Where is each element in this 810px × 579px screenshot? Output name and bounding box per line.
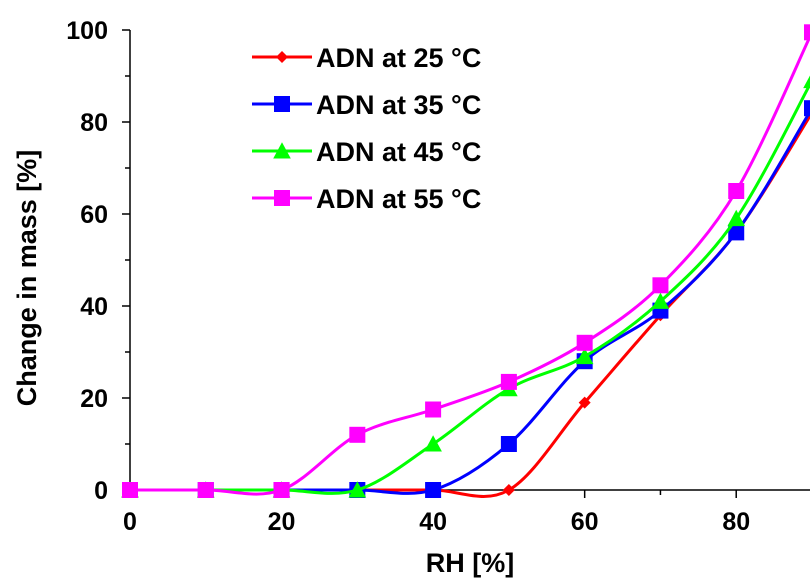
- y-tick-label: 60: [80, 201, 108, 229]
- y-tick-label: 100: [66, 17, 108, 45]
- data-point: [578, 396, 591, 409]
- y-tick-label: 40: [80, 293, 108, 321]
- data-point: [803, 75, 810, 89]
- data-point: [728, 224, 745, 241]
- legend-entry: ADN at 25 °C: [252, 43, 481, 73]
- data-point: [424, 435, 442, 452]
- y-tick-label: 20: [80, 385, 108, 413]
- legend-swatch-marker: [274, 96, 290, 112]
- legend-label: ADN at 45 °C: [316, 137, 481, 167]
- data-point: [728, 183, 745, 199]
- series-line: [130, 113, 810, 498]
- data-point: [804, 100, 810, 117]
- legend-entry: ADN at 35 °C: [252, 90, 481, 120]
- legend: ADN at 25 °C ADN at 35 °C ADN at 45 °C ADN …: [252, 43, 481, 214]
- data-point: [727, 209, 746, 227]
- data-point: [273, 482, 290, 498]
- y-tick-label: 0: [94, 477, 108, 505]
- data-point: [575, 347, 594, 365]
- data-point: [197, 482, 214, 498]
- y-tick-label: 80: [80, 109, 108, 137]
- data-point: [576, 334, 593, 351]
- legend-swatch-marker: [274, 190, 290, 206]
- series-layer: [121, 24, 810, 498]
- legend-swatch-marker: [273, 142, 291, 159]
- data-point: [500, 436, 517, 452]
- legend-label: ADN at 55 °C: [316, 184, 481, 214]
- axes: 0 20 40 60 80 100 0 20 40 60 80: [66, 17, 810, 536]
- data-point: [348, 481, 367, 498]
- x-tick-label: 20: [268, 508, 296, 536]
- data-point: [652, 277, 669, 294]
- x-tick-label: 0: [123, 508, 137, 536]
- data-point: [425, 401, 442, 418]
- data-point: [500, 373, 517, 390]
- data-point: [349, 426, 366, 443]
- x-tick-label: 40: [419, 508, 447, 536]
- data-point: [122, 482, 138, 498]
- series-line: [130, 81, 810, 495]
- legend-entry: ADN at 45 °C: [252, 137, 481, 167]
- data-point: [804, 24, 810, 41]
- series-4: [122, 24, 810, 498]
- data-point: [502, 484, 515, 496]
- legend-label: ADN at 25 °C: [316, 43, 481, 73]
- legend-label: ADN at 35 °C: [316, 90, 481, 120]
- legend-swatch-marker: [276, 51, 288, 63]
- x-tick-label: 80: [722, 508, 750, 536]
- x-axis-title: RH [%]: [426, 548, 515, 578]
- series-3: [121, 75, 810, 498]
- data-point: [425, 482, 442, 498]
- legend-entry: ADN at 55 °C: [252, 184, 481, 214]
- data-point: [651, 292, 670, 309]
- x-tick-label: 60: [571, 508, 599, 536]
- y-axis-title: Change in mass [%]: [12, 150, 42, 407]
